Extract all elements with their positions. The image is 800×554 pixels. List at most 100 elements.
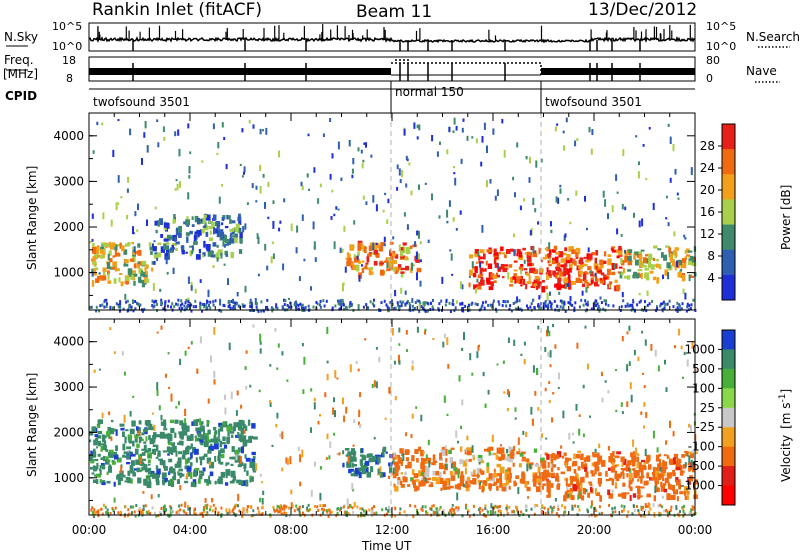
data-cell [169,467,174,474]
data-cell [127,242,131,246]
data-cell-sparse [98,368,101,371]
data-cell-sparse [252,324,255,328]
data-cell-near [140,511,143,515]
data-cell-near [206,306,209,310]
data-cell-near [307,509,310,513]
data-cell-near [602,307,605,311]
data-cell-near [144,504,147,508]
data-cell-sparse [546,329,548,337]
data-cell-near [234,303,237,307]
data-cell [620,257,623,264]
data-cell [636,254,642,258]
data-cell [382,449,385,456]
data-cell [201,218,204,222]
data-cell [95,278,100,283]
data-cell-sparse [361,264,363,267]
x-tick-label: 12:00 [375,523,410,537]
data-cell [641,466,647,470]
data-cell [449,471,453,476]
data-cell [186,435,192,441]
data-cell [232,426,236,432]
data-cell [148,424,153,430]
data-cell-sparse [531,418,534,426]
data-cell-sparse [502,360,505,364]
data-cell-sparse [471,136,474,139]
data-cell-sparse [661,495,664,499]
data-cell-sparse [451,273,454,276]
data-cell-sparse [554,344,557,349]
y-tick-label: 3000 [53,174,84,188]
velocity-data-points [89,323,698,518]
data-cell-near [420,305,423,309]
colorbar-tick-label: 1000 [684,342,715,356]
data-cell [478,255,481,261]
data-cell [231,446,235,452]
data-cell-sparse [179,181,181,188]
data-cell-sparse [310,286,312,291]
data-cell [564,247,568,252]
data-cell [477,275,482,279]
data-cell-near [345,305,347,309]
data-cell [607,268,611,275]
data-cell-near [391,299,393,303]
data-cell [569,263,573,270]
data-cell-near [256,506,259,510]
data-cell-near [156,309,158,313]
data-cell [575,247,580,252]
data-cell [544,247,550,250]
data-cell [478,483,481,490]
data-cell [555,266,560,269]
data-cell-sparse [243,429,246,434]
data-cell-sparse [584,325,587,329]
data-cell [644,272,650,279]
data-cell [519,478,522,484]
data-cell [560,471,565,475]
data-cell-sparse [167,352,170,355]
data-cell [239,237,243,244]
data-cell [473,469,476,477]
data-cell-near [206,503,209,507]
data-cell [425,457,429,460]
data-cell-near [349,301,352,305]
data-cell-sparse [507,272,510,280]
data-cell-near [636,303,639,307]
data-cell [413,473,419,479]
data-cell [95,437,99,445]
data-cell-sparse [417,230,420,239]
data-cell [193,471,198,477]
data-cell-sparse [283,198,286,203]
data-cell-sparse [357,304,360,311]
data-cell [224,482,229,486]
data-cell [499,482,503,488]
nave-label: Nave [746,64,777,78]
data-cell-near [381,508,384,512]
data-cell [123,263,129,267]
data-cell [546,267,549,272]
data-cell [502,483,507,486]
data-cell-sparse [329,118,332,122]
data-cell [249,476,252,483]
data-cell-sparse [544,347,547,352]
x-tick-label: 20:00 [577,523,612,537]
data-cell [377,468,380,475]
data-cell-near [594,299,597,303]
data-cell [466,450,472,456]
data-cell [471,266,476,270]
data-cell [645,254,649,257]
data-cell-sparse [301,449,304,458]
data-cell [141,452,146,456]
data-cell-sparse [537,407,540,411]
data-cell [346,260,351,267]
data-cell-near [283,298,286,302]
data-cell [226,426,232,432]
data-cell-sparse [243,507,246,515]
nave-tick-bottom: 0 [706,72,713,85]
data-cell-sparse [622,149,625,157]
data-cell [101,464,106,470]
data-cell-near [442,511,445,515]
data-cell [527,262,533,267]
data-cell [684,491,687,496]
data-cell [91,426,97,433]
data-cell [416,253,420,260]
data-cell [655,470,660,478]
